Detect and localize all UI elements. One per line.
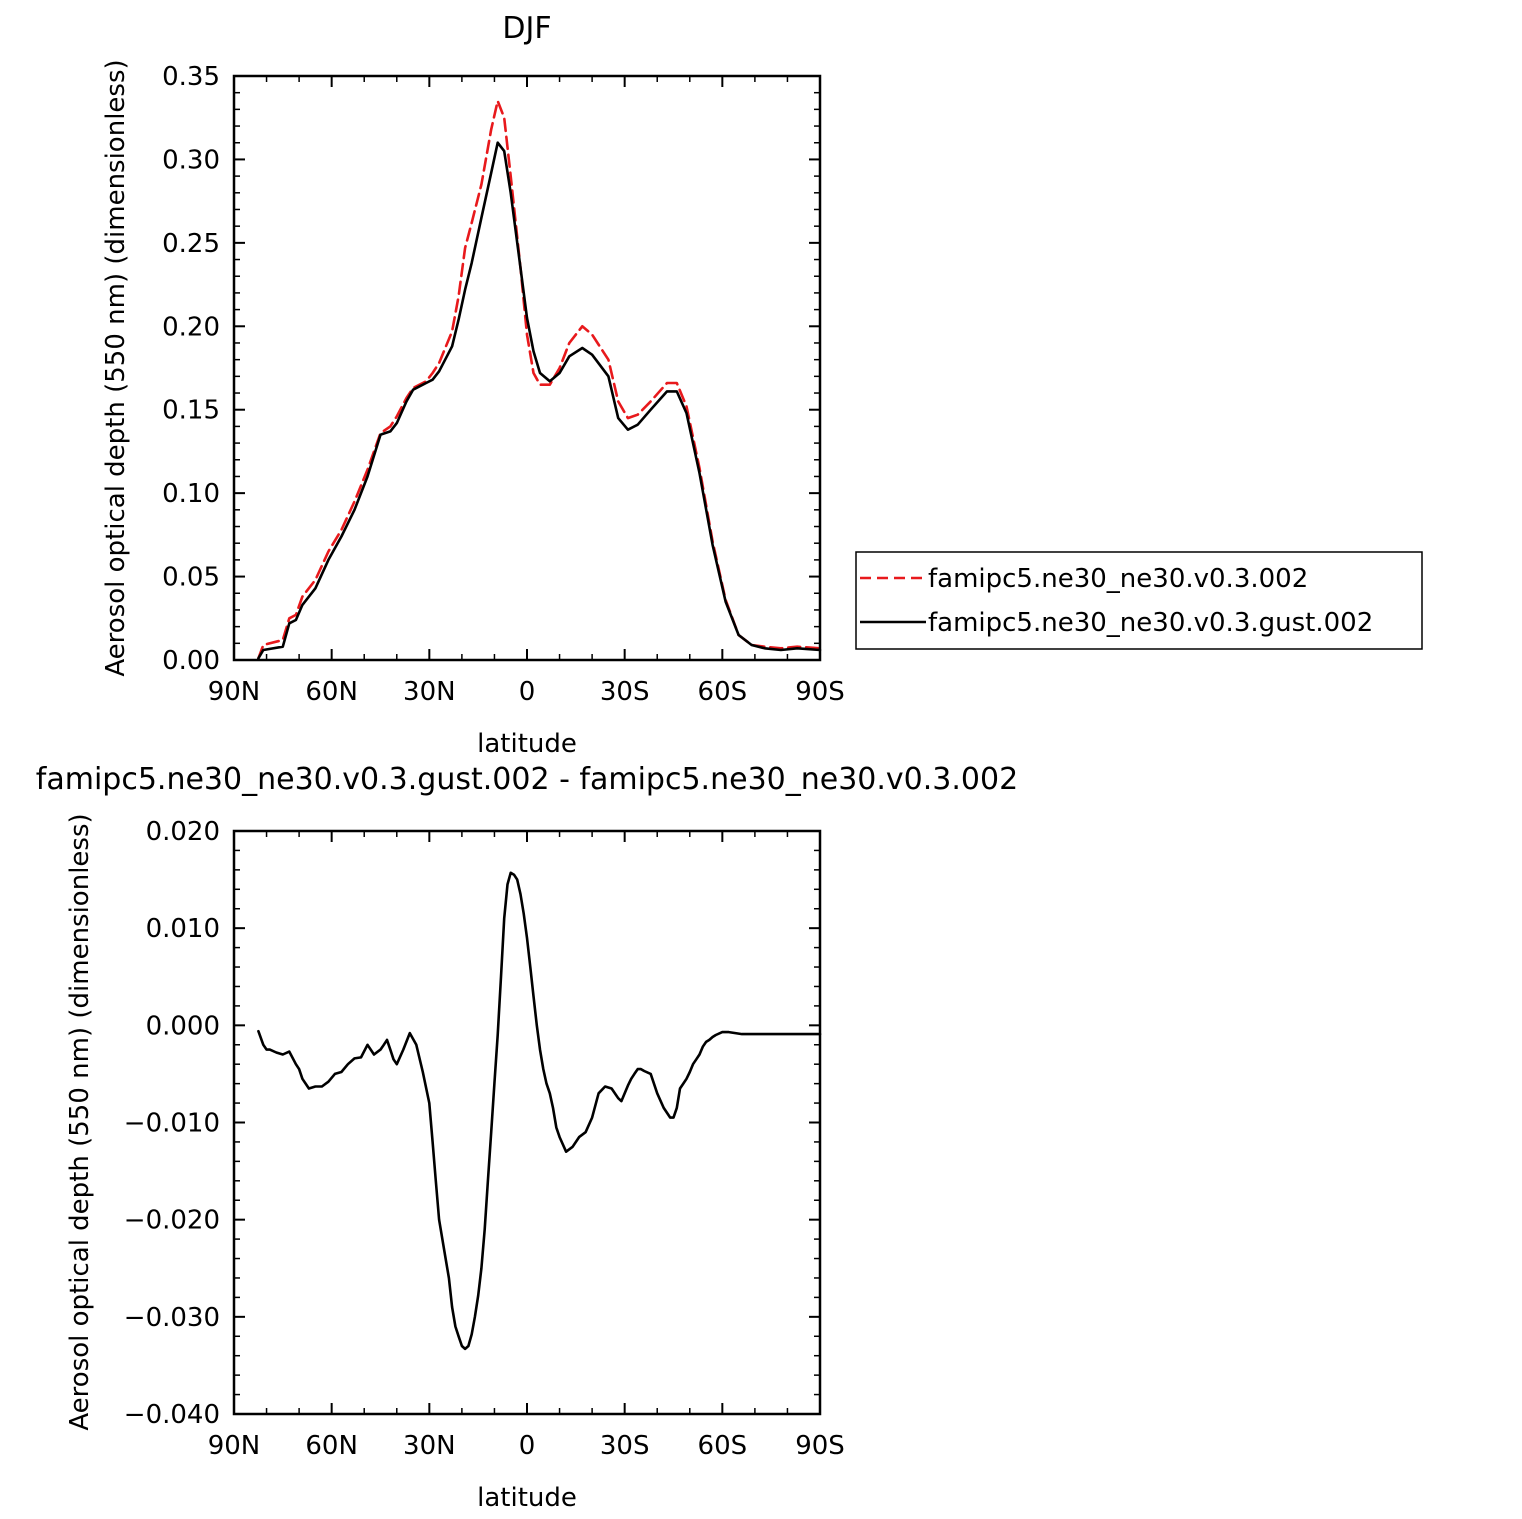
bottom-y-tick-label: −0.030	[124, 1303, 220, 1333]
bottom-y-tick-label: −0.020	[124, 1206, 220, 1236]
legend: famipc5.ne30_ne30.v0.3.002 famipc5.ne30_…	[855, 551, 1423, 650]
top-x-tick-label: 60S	[698, 677, 748, 707]
top-series-line-1	[257, 99, 822, 660]
top-chart-title: DJF	[502, 11, 551, 46]
top-x-tick-label: 60N	[305, 677, 358, 707]
bottom-x-tick-label: 90S	[795, 1431, 845, 1461]
top-x-tick-label: 30N	[403, 677, 456, 707]
top-axis-ticks: 90N 60N 30N 0 30S 60S 90S 0.00 0.05 0.10 0.15 0.20 0…	[162, 62, 845, 707]
top-x-tick-label: 90N	[208, 677, 261, 707]
bottom-y-tick-label: 0.020	[146, 817, 220, 847]
bottom-x-tick-label: 30S	[600, 1431, 650, 1461]
bottom-y-tick-label: 0.010	[146, 914, 220, 944]
legend-label-series-2: famipc5.ne30_ne30.v0.3.gust.002	[928, 608, 1373, 638]
bottom-y-tick-label: −0.010	[124, 1109, 220, 1139]
bottom-chart-title: famipc5.ne30_ne30.v0.3.gust.002 - famipc…	[36, 762, 1018, 797]
top-y-tick-label: 0.05	[162, 563, 220, 593]
bottom-series-group	[257, 871, 822, 1351]
top-x-tick-label: 90S	[795, 677, 845, 707]
bottom-panel: famipc5.ne30_ne30.v0.3.gust.002 - famipc…	[36, 762, 1018, 1513]
bottom-x-tick-label: 60S	[698, 1431, 748, 1461]
top-y-tick-label: 0.10	[162, 479, 220, 509]
bottom-x-tick-label: 60N	[305, 1431, 358, 1461]
top-y-tick-label: 0.00	[162, 646, 220, 676]
top-x-axis-title: latitude	[477, 729, 577, 759]
top-y-axis-title: Aerosol optical depth (550 nm) (dimensio…	[101, 59, 131, 676]
top-y-tick-label: 0.35	[162, 62, 220, 92]
bottom-x-tick-label: 0	[519, 1431, 536, 1461]
legend-label-series-1: famipc5.ne30_ne30.v0.3.002	[928, 564, 1308, 594]
bottom-y-axis-title: Aerosol optical depth (550 nm) (dimensio…	[65, 813, 95, 1430]
top-x-tick-label: 30S	[600, 677, 650, 707]
bottom-x-axis-title: latitude	[477, 1483, 577, 1513]
top-plot-frame	[232, 74, 822, 662]
bottom-plot-frame	[232, 829, 822, 1416]
legend-box	[855, 551, 1423, 650]
top-series-line-2	[257, 141, 822, 660]
bottom-y-tick-label: −0.040	[124, 1400, 220, 1430]
bottom-x-tick-label: 90N	[208, 1431, 261, 1461]
bottom-series-line-1	[257, 871, 822, 1351]
top-y-tick-label: 0.25	[162, 229, 220, 259]
top-x-tick-label: 0	[519, 677, 536, 707]
bottom-x-tick-label: 30N	[403, 1431, 456, 1461]
top-series-group	[257, 99, 822, 660]
top-y-tick-label: 0.15	[162, 396, 220, 426]
bottom-y-tick-label: 0.000	[146, 1011, 220, 1041]
top-panel: DJF latitude Aerosol optical depth (550 …	[101, 11, 845, 759]
top-y-tick-label: 0.20	[162, 312, 220, 342]
top-y-tick-label: 0.30	[162, 145, 220, 175]
bottom-axis-ticks: 90N 60N 30N 0 30S 60S 90S 0.020 0.010 0.000 −0.010…	[124, 817, 845, 1461]
